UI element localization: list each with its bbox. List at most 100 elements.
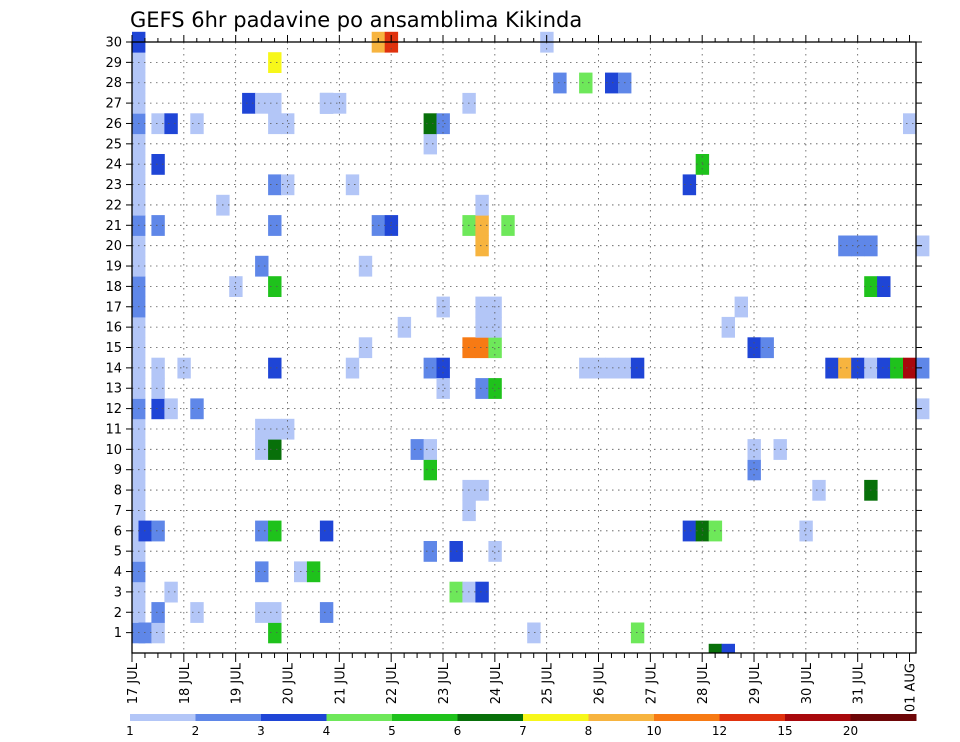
heatmap-cell [410, 439, 424, 460]
heatmap-cell [190, 602, 204, 623]
x-tick-label: 01 AUG [904, 663, 919, 712]
heatmap-cell [734, 296, 748, 318]
heatmap-cell [268, 602, 282, 623]
x-tick-label: 24 JUL [489, 662, 504, 704]
heatmap-cell [682, 174, 697, 196]
x-axis-ticks: 17 JUL 18 JUL 19 JUL 20 JUL 21 JUL 22 JUL 23 J… [126, 35, 919, 712]
heatmap-cell [190, 113, 204, 135]
heatmap-cell [838, 235, 852, 257]
y-tick-label: 12 [105, 402, 122, 417]
chart-title: GEFS 6hr padavine po ansamblima Kikinda [130, 8, 582, 32]
heatmap-cell [747, 439, 761, 460]
heatmap-cell [747, 337, 761, 359]
colorbar-segment [785, 714, 851, 721]
y-tick-label: 2 [114, 606, 122, 621]
colorbar-label: 6 [454, 724, 462, 738]
y-tick-label: 7 [114, 504, 122, 519]
y-tick-label: 22 [105, 198, 122, 213]
heatmap-cell [151, 398, 165, 420]
colorbar-label: 12 [712, 724, 727, 738]
colorbar-segment [195, 714, 262, 721]
heatmap-cell [151, 113, 165, 135]
heatmap-cell [838, 357, 852, 379]
heatmap-cell [579, 357, 593, 379]
heatmap-cell [488, 316, 502, 338]
heatmap-cell [151, 520, 165, 542]
heatmap-cell [916, 398, 930, 420]
y-tick-label: 21 [105, 219, 122, 234]
heatmap-cell [164, 398, 178, 420]
heatmap-cell [255, 439, 269, 460]
heatmap-cell [268, 113, 282, 135]
x-tick-label: 30 JUL [800, 662, 815, 704]
x-tick-label: 19 JUL [230, 662, 245, 704]
heatmap-cell [605, 357, 619, 379]
heatmap-cell [592, 357, 606, 379]
heatmap-cell [877, 357, 891, 379]
heatmap-cell [475, 235, 489, 257]
heatmap-cell [255, 520, 269, 542]
heatmap-cell [475, 215, 489, 236]
heatmap-cell [242, 92, 256, 114]
heatmap-cell [151, 215, 165, 236]
heatmap-cell [682, 520, 697, 542]
heatmap-cell [488, 378, 502, 399]
y-tick-label: 1 [114, 626, 122, 641]
heatmap-cell [255, 561, 269, 583]
heatmap-cell [579, 72, 593, 94]
colorbar-label: 10 [646, 724, 661, 738]
y-tick-label: 17 [105, 300, 122, 315]
heatmap-cell [423, 459, 437, 481]
colorbar-label: 4 [323, 724, 331, 738]
heatmap-cell [281, 418, 295, 440]
heatmap-cell [436, 113, 450, 135]
colorbar-label: 8 [585, 724, 593, 738]
heatmap-cell [527, 622, 541, 644]
y-tick-label: 30 [105, 36, 122, 51]
heatmap-cell [747, 459, 761, 481]
colorbar-segment [457, 714, 524, 721]
colorbar-segment [392, 714, 458, 721]
heatmap-cell [721, 643, 735, 654]
heatmap-cell [436, 357, 450, 379]
heatmap-cell [423, 133, 437, 155]
heatmap-cell [630, 622, 645, 644]
y-axis-ticks: 1234567891011121314151617181920212223242… [105, 36, 922, 641]
x-tick-label: 25 JUL [541, 662, 556, 704]
heatmap-cell [268, 92, 282, 114]
colorbar-segment [261, 714, 327, 721]
colorbar-label: 7 [519, 724, 527, 738]
heatmap-cell [475, 337, 489, 359]
x-tick-label: 23 JUL [437, 662, 452, 704]
heatmap-cell [151, 154, 165, 175]
heatmap-cell [553, 72, 567, 94]
colorbar-segment [719, 714, 786, 721]
heatmap-cell [358, 255, 373, 277]
heatmap-cell [475, 194, 489, 216]
heatmap-cell [436, 378, 450, 399]
colorbar-segment [588, 714, 655, 721]
y-tick-label: 27 [105, 97, 122, 112]
x-tick-label: 18 JUL [178, 662, 193, 704]
y-tick-label: 5 [114, 545, 122, 560]
y-tick-label: 14 [105, 361, 122, 376]
colorbar-label: 5 [388, 724, 396, 738]
heatmap-cell [488, 337, 502, 359]
heatmap-cell [268, 276, 282, 297]
y-tick-label: 25 [105, 137, 122, 152]
heatmap-cell [721, 316, 735, 338]
heatmap-cell [268, 52, 282, 73]
heatmap-cell [825, 357, 839, 379]
y-tick-label: 10 [105, 443, 122, 458]
heatmap-cell [164, 113, 178, 135]
heatmap-cell [851, 357, 865, 379]
heatmap-cells [132, 31, 930, 654]
heatmap-cell [903, 113, 917, 135]
heatmap-cell [903, 357, 917, 379]
y-tick-label: 20 [105, 239, 122, 254]
heatmap-cell [812, 479, 826, 501]
heatmap-cell [488, 541, 502, 562]
heatmap-cell [319, 602, 334, 623]
heatmap-cell [151, 622, 165, 644]
heatmap-cell [397, 316, 412, 338]
